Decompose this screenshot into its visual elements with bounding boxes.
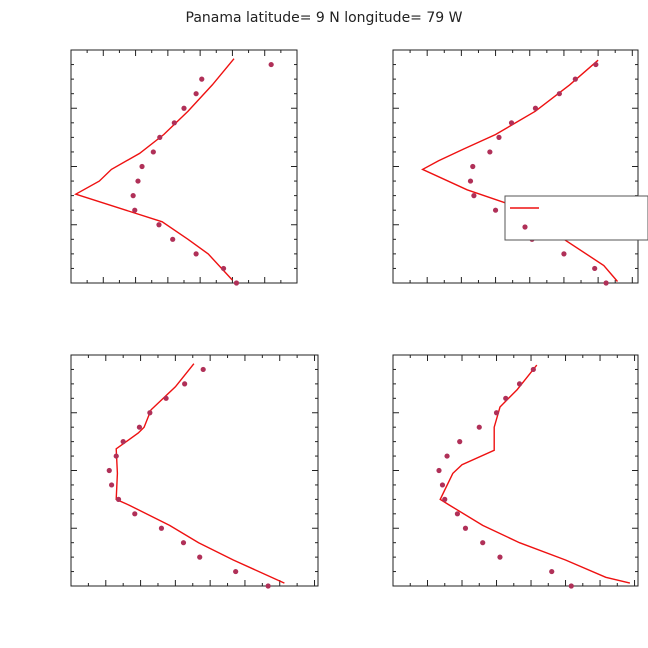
obs-point [568, 583, 574, 589]
obs-point [436, 467, 442, 474]
obs-point [497, 554, 503, 560]
obs-point [480, 540, 486, 546]
obs-point [508, 120, 515, 126]
obs-point [572, 76, 578, 82]
obs-point [136, 424, 143, 430]
legend-obs-swatch [522, 224, 528, 230]
obs-point [592, 265, 598, 272]
panels [70, 49, 648, 589]
obs-point [454, 511, 461, 517]
obs-point [147, 410, 153, 416]
obs-point [135, 178, 141, 184]
obs-point [115, 496, 122, 502]
obs-point [156, 222, 162, 228]
obs-point [593, 61, 599, 68]
obs-point [467, 178, 474, 184]
obs-point [556, 91, 562, 97]
obs-point [157, 134, 163, 140]
obs-point [180, 540, 187, 546]
panel-jan [70, 49, 298, 286]
obs-point [462, 525, 469, 531]
obs-point [487, 149, 493, 155]
obs-point [200, 366, 206, 373]
model-series-line [439, 364, 631, 584]
obs-point [113, 453, 119, 459]
obs-point [503, 395, 509, 401]
legend-box [504, 195, 648, 241]
obs-point [549, 568, 555, 575]
obs-point [493, 410, 500, 416]
obs-point [220, 265, 227, 272]
obs-point [106, 467, 112, 474]
obs-point [108, 482, 115, 488]
obs-point [199, 76, 205, 82]
panel-oct [392, 354, 639, 589]
obs-point [492, 207, 499, 213]
obs-point [197, 554, 203, 560]
obs-point [265, 583, 271, 589]
obs-point [516, 381, 523, 387]
obs-point [182, 381, 188, 387]
obs-point [470, 163, 476, 170]
obs-point [471, 193, 477, 199]
obs-point [476, 424, 482, 430]
model-series-line [115, 363, 285, 584]
obs-point [170, 236, 176, 242]
obs-point [150, 149, 156, 155]
obs-point [193, 91, 199, 97]
obs-point [439, 482, 446, 488]
obs-point [158, 525, 165, 531]
obs-point [530, 366, 536, 373]
obs-point [139, 163, 145, 170]
obs-point [193, 251, 199, 257]
obs-point [132, 207, 138, 213]
legend [504, 195, 648, 241]
obs-point [130, 193, 136, 199]
panel-apr [392, 49, 648, 286]
obs-point [233, 568, 239, 575]
obs-point [171, 120, 177, 126]
obs-point [603, 280, 609, 286]
obs-point [132, 511, 138, 517]
obs-point [561, 251, 567, 257]
obs-point [532, 105, 539, 111]
obs-point [268, 61, 274, 68]
obs-point [163, 395, 169, 401]
obs-point [496, 134, 502, 140]
model-series-line [74, 58, 235, 281]
obs-point [233, 280, 240, 286]
panel-jul [70, 354, 319, 589]
figure-title: Panama latitude= 9 N longitude= 79 W [186, 10, 463, 26]
obs-point [120, 439, 126, 445]
obs-point [457, 439, 463, 445]
obs-point [442, 496, 448, 502]
obs-point [444, 453, 450, 459]
obs-point [181, 105, 187, 111]
